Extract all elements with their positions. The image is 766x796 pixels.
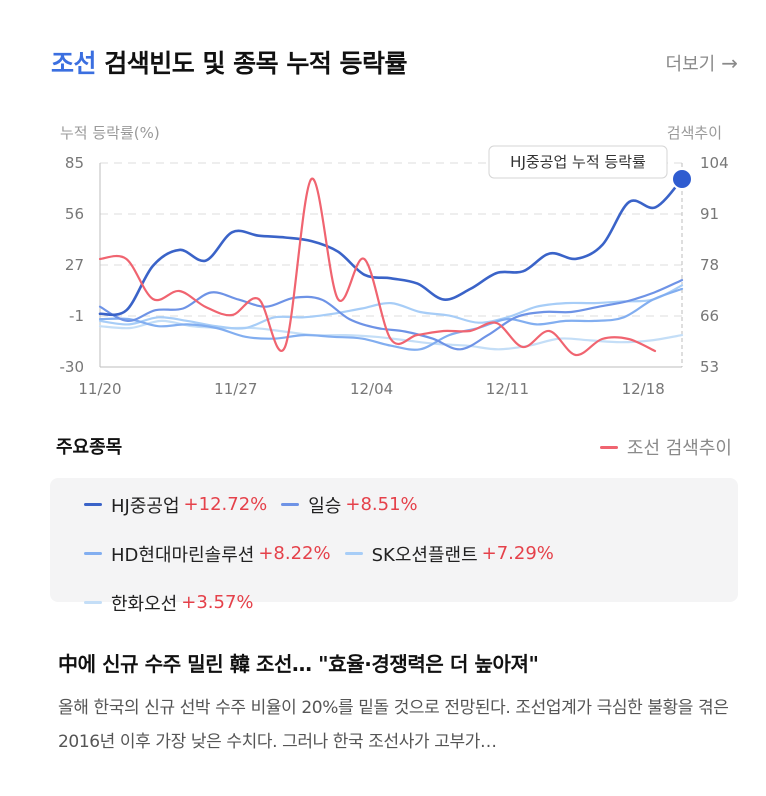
stock-swatch	[281, 503, 300, 506]
left-tick-label: -1	[69, 307, 84, 325]
right-tick-label: 53	[700, 358, 719, 376]
left-axis-label: 누적 등락률(%)	[60, 124, 160, 142]
right-tick-label: 91	[700, 205, 719, 223]
more-label: 더보기	[665, 54, 716, 75]
search-trend-legend[interactable]: 조선 검색추이	[599, 434, 732, 460]
stock-name: 일승	[308, 495, 342, 517]
left-tick-label: 85	[65, 154, 84, 172]
page-title: 조선 검색빈도 및 종목 누적 등락률	[51, 44, 408, 80]
stock-list: HJ중공업 +12.72% 일승 +8.51% HD현대마린솔루션 +8.22% SK오션플…	[84, 492, 714, 615]
x-tick-label: 12/18	[622, 380, 665, 398]
stock-swatch	[84, 601, 102, 604]
x-tick-label: 11/20	[78, 380, 121, 398]
chart-svg: 누적 등락률(%) 검색추이 85 104 56 91 27 78 -1 66 -30 53 11/20…	[60, 124, 729, 398]
x-tick-label: 11/27	[214, 380, 257, 398]
right-tick-label: 66	[700, 307, 719, 325]
news-title: 中에 신규 수주 밀린 韓 조선… "효율·경쟁력은 더 높아져"	[58, 652, 539, 676]
news-body: 올해 한국의 신규 선박 수주 비율이 20%를 밑돌 것으로 전망된다. 조선…	[58, 698, 729, 752]
stock-item[interactable]: HD현대마린솔루션 +8.22%	[84, 541, 331, 566]
stock-change: +8.22%	[258, 543, 331, 564]
left-tick-label: 56	[65, 205, 84, 223]
title-keyword: 조선	[51, 49, 97, 78]
right-tick-label: 104	[700, 154, 729, 172]
stock-change: +8.51%	[345, 494, 418, 515]
stock-item[interactable]: HJ중공업 +12.72%	[84, 492, 267, 517]
stock-item[interactable]: 한화오선 +3.57%	[84, 590, 254, 615]
stock-item[interactable]: SK오션플랜트 +7.29%	[344, 541, 554, 566]
search-trend-swatch	[599, 445, 618, 449]
section-title-main-stocks: 주요종목	[56, 437, 123, 458]
stock-change: +7.29%	[481, 543, 554, 564]
stock-change: +12.72%	[183, 494, 268, 515]
more-button[interactable]: 더보기 →	[666, 50, 738, 76]
stock-swatch	[344, 552, 363, 555]
section-header: 조선 검색빈도 및 종목 누적 등락률 더보기 →	[51, 44, 741, 84]
search-trend-line	[98, 177, 657, 357]
series-line	[98, 284, 684, 330]
tooltip-box	[488, 145, 668, 179]
x-tick-label: 12/11	[486, 380, 529, 398]
stock-change: +3.57%	[181, 592, 254, 613]
series-line	[98, 287, 684, 351]
chart: 누적 등락률(%) 검색추이 85 104 56 91 27 78 -1 66 -30 53 11/20…	[0, 110, 766, 410]
stock-item[interactable]: 일승 +8.51%	[281, 492, 418, 517]
right-axis-label: 검색추이	[667, 124, 722, 142]
series-line	[98, 177, 684, 317]
stock-name: HD현대마린솔루션	[111, 544, 255, 566]
search-trend-legend-label: 조선 검색추이	[626, 438, 732, 459]
arrow-right-icon: →	[721, 51, 738, 75]
stock-swatch	[84, 552, 102, 555]
left-tick-label: -30	[60, 358, 85, 376]
tooltip-text: HJ중공업 누적 등락률	[510, 153, 646, 171]
title-text: 검색빈도 및 종목 누적 등락률	[104, 49, 408, 78]
series-line	[98, 279, 684, 351]
left-tick-label: 27	[65, 256, 84, 274]
hover-point-marker	[671, 167, 693, 190]
news-item[interactable]: 中에 신규 수주 밀린 韓 조선… "효율·경쟁력은 더 높아져" 올해 한국의…	[58, 648, 738, 759]
stock-list-panel: HJ중공업 +12.72% 일승 +8.51% HD현대마린솔루션 +8.22% SK오션플…	[50, 478, 738, 615]
right-tick-label: 78	[700, 256, 719, 274]
stock-swatch	[84, 503, 102, 506]
stock-name: 한화오선	[111, 593, 178, 615]
stock-name: HJ중공업	[111, 495, 180, 517]
stock-name: SK오션플랜트	[371, 544, 478, 566]
x-tick-label: 12/04	[350, 380, 393, 398]
